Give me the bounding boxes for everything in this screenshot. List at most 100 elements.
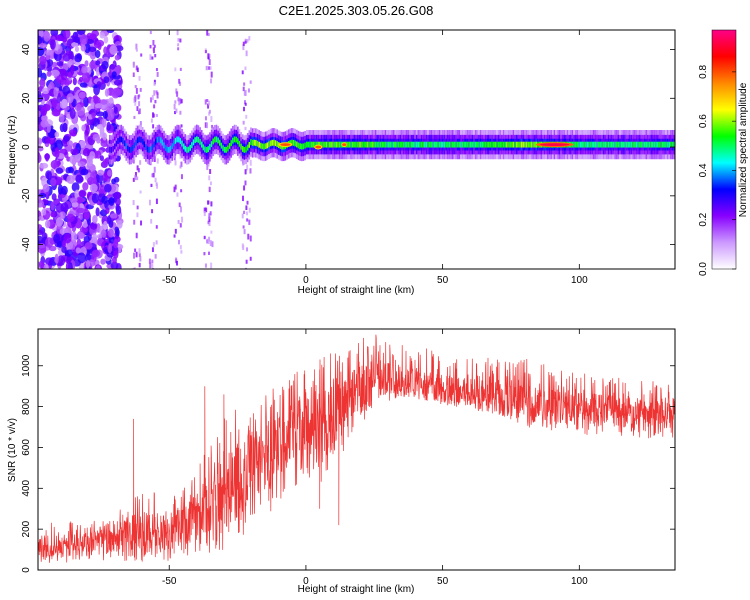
spectrogram-ridge-cell <box>655 141 657 148</box>
spectrogram-streak-cell <box>246 247 249 252</box>
spectrogram-streak-cell <box>208 186 211 193</box>
spectrogram-ridge-cell <box>350 141 352 148</box>
spectrogram-noise-cell <box>50 159 60 170</box>
spectrogram-ridge-cell <box>588 141 590 148</box>
spectrogram-ridge-cell <box>392 141 395 148</box>
spectrogram-ridge-cell <box>315 141 318 148</box>
spectrogram-noise-cell <box>79 82 88 88</box>
spectrogram-ridge-cell <box>212 138 215 145</box>
spectrogram-streak-cell <box>180 206 183 213</box>
spectrogram-ridge-cell <box>179 138 182 144</box>
spectrogram-streak-cell <box>149 54 152 60</box>
spectrogram-ridge-cell <box>168 146 170 153</box>
spectrogram-noise-cell <box>85 39 94 45</box>
spectrogram-ridge-cell <box>117 138 119 144</box>
spectrogram-ridge-cell <box>294 140 297 147</box>
spectrogram-ridge-cell <box>150 146 152 153</box>
spectrogram-ridge-cell <box>524 141 526 148</box>
spectrogram-noise-cell <box>104 88 110 97</box>
spectrogram-streak-cell <box>153 82 156 86</box>
spectrogram-noise-cell <box>101 117 107 128</box>
spectrogram-streak-cell <box>139 256 142 262</box>
spectrogram-streak-cell <box>173 186 176 193</box>
spectrogram-noise-cell <box>106 121 111 132</box>
spectrogram-ridge-cell <box>363 141 365 148</box>
spectrogram-ridge-cell <box>374 141 377 148</box>
spectrogram-streak-cell <box>209 66 212 70</box>
spectrogram-noise-cell <box>66 93 74 104</box>
spectrogram-noise-cell <box>101 60 109 70</box>
spectrogram-ridge-cell <box>405 141 408 148</box>
spectrogram-ridge-cell <box>369 141 372 148</box>
spectrogram-noise-cell <box>113 106 118 114</box>
spectrogram-noise-cell <box>50 69 60 77</box>
spectrogram-streak-cell <box>149 30 152 35</box>
spectrogram-ridge-cell <box>323 141 326 148</box>
spectrogram-streak-cell <box>248 219 251 225</box>
spectrogram-ridge-cell <box>225 146 228 153</box>
spectrogram-noise-cell <box>61 240 67 248</box>
spectrogram-streak-cell <box>205 65 208 71</box>
spectrogram-ridge-cell <box>481 141 484 148</box>
spectrogram-noise-cell <box>116 220 123 229</box>
spectrogram-ridge-cell <box>209 144 211 150</box>
spectrogram-streak-cell <box>209 211 212 216</box>
spectrogram-streak-cell <box>136 176 139 181</box>
spectrogram-streak-cell <box>139 160 142 165</box>
spectrogram-ridge-cell <box>109 146 111 153</box>
spectrogram-ridge-cell <box>507 141 510 148</box>
spectrogram-streak-cell <box>133 267 136 269</box>
spectrogram-noise-cell <box>69 108 76 119</box>
spectrogram-noise-cell <box>38 229 44 236</box>
spectrogram-streak-cell <box>241 70 244 75</box>
spectrogram-ridge-cell <box>427 141 429 148</box>
spectrogram-streak-cell <box>152 172 155 178</box>
spectrogram-noise-cell <box>66 174 75 184</box>
spectrogram-ridge-cell <box>141 138 144 145</box>
spectrogram-noise-cell <box>75 174 84 184</box>
spectrogram-streak-cell <box>208 221 211 227</box>
spectrogram-noise-cell <box>89 60 96 70</box>
spectrogram-ridge-cell <box>251 140 254 146</box>
spectrogram-ridge-cell <box>132 145 134 151</box>
spectrogram-ridge-cell <box>322 141 324 148</box>
spectrogram-streak-cell <box>151 247 154 253</box>
spectrogram-noise-cell <box>66 213 75 223</box>
spectrogram-ridge-cell <box>302 143 305 150</box>
spectrogram-streak-cell <box>206 30 209 36</box>
spectrogram-noise-cell <box>88 259 96 267</box>
spectrogram-ridge-cell <box>338 141 341 148</box>
spectrogram-noise-cell <box>77 252 86 264</box>
spectrogram-noise-cell <box>92 232 98 243</box>
spectrogram-ridge-cell <box>615 141 618 148</box>
spectrogram-ridge-cell <box>199 138 201 145</box>
snr-y-tick-label: 400 <box>21 480 32 497</box>
spectrogram-ridge-cell <box>602 141 605 148</box>
spectrogram-streak-cell <box>154 54 157 58</box>
spectrogram-streak-cell <box>243 91 246 96</box>
spectrogram-streak-cell <box>134 101 137 106</box>
spectrogram-ridge-cell <box>509 141 511 148</box>
spectrogram-ridge-cell <box>491 141 493 148</box>
spectrogram-streak-cell <box>134 95 137 101</box>
spectrogram-ridge-cell <box>191 142 193 149</box>
spectrogram-streak-cell <box>134 171 137 177</box>
spectrogram-streak-cell <box>208 216 211 223</box>
spectrogram-noise-cell <box>102 172 109 182</box>
spectrogram-ridge-cell <box>437 141 439 148</box>
spectrogram-peak-core <box>539 143 570 147</box>
spectrogram-ridge-cell <box>379 141 382 148</box>
spectrogram-noise-cell <box>59 211 66 220</box>
spectrogram-ridge-cell <box>340 141 342 148</box>
spectrogram-ridge-cell <box>586 141 589 148</box>
spectrogram-noise-cell <box>69 197 78 203</box>
spectrogram-ridge-cell <box>115 140 118 147</box>
spectrogram-noise-cell <box>106 112 115 121</box>
colorbar-tick-label: 0.2 <box>698 212 709 226</box>
spectrogram-ridge-cell <box>532 141 534 148</box>
spectrogram-noise-cell <box>95 265 101 269</box>
spectrogram-streak-cell <box>203 210 206 217</box>
colorbar-tick-label: 0.0 <box>698 262 709 276</box>
spectrogram-ridge-cell <box>376 141 379 148</box>
spectrogram-ridge-cell <box>220 142 223 149</box>
